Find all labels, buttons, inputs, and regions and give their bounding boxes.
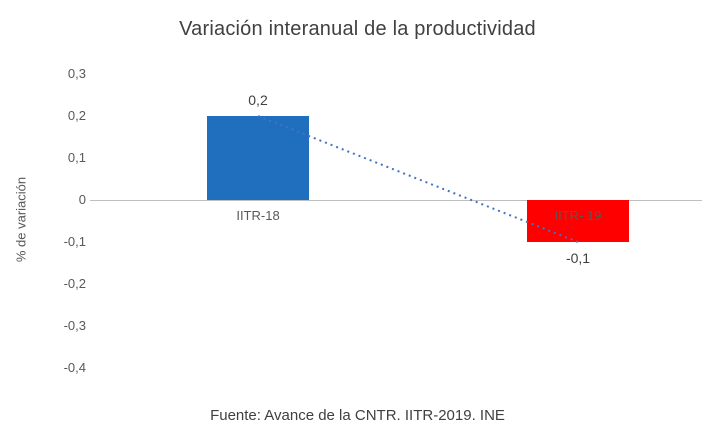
source-note: Fuente: Avance de la CNTR. IITR-2019. IN… — [210, 407, 505, 424]
y-tick-label: -0,4 — [63, 360, 86, 375]
y-tick-label: 0,3 — [67, 66, 86, 81]
y-tick-label: -0,3 — [63, 318, 86, 333]
y-tick-label: 0,2 — [67, 108, 86, 123]
bar-iitr-18 — [207, 116, 309, 200]
y-tick-label: -0,1 — [63, 234, 86, 249]
value-label: 0,2 — [248, 92, 268, 108]
y-axis-title: % de variación — [13, 176, 29, 263]
y-tick-label: 0 — [78, 192, 86, 207]
y-tick-label: -0,2 — [63, 276, 86, 291]
value-label: -0,1 — [565, 250, 591, 266]
category-label: IITR- 19 — [554, 208, 602, 223]
category-label: IITR-18 — [236, 208, 280, 223]
chart-title: Variación interanual de la productividad — [179, 18, 536, 40]
y-tick-label: 0,1 — [67, 150, 86, 165]
